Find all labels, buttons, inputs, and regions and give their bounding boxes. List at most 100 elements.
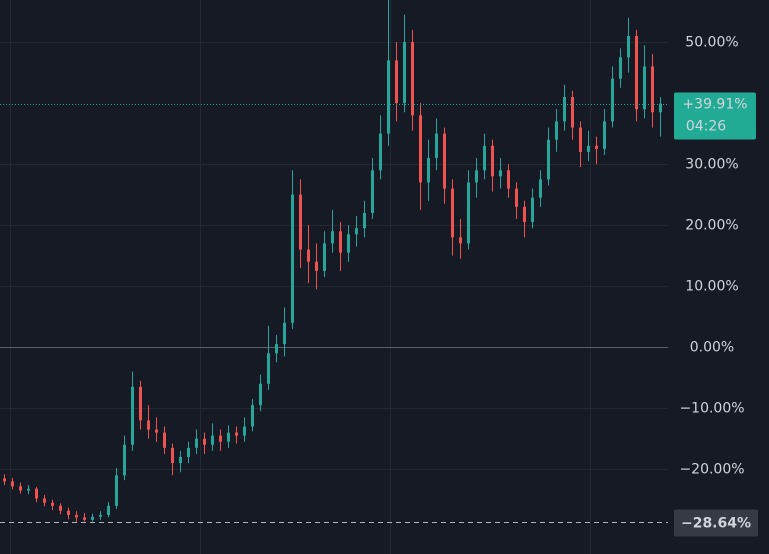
candle-body bbox=[275, 344, 278, 354]
candle-body bbox=[227, 432, 230, 442]
candle-body bbox=[299, 194, 302, 250]
candle-body bbox=[491, 145, 494, 177]
candle-body bbox=[51, 502, 54, 506]
y-tick-label: 0.00% bbox=[690, 340, 734, 356]
candle-body bbox=[507, 170, 510, 189]
candle-body bbox=[315, 261, 318, 271]
candle-body bbox=[627, 35, 630, 58]
candle-body bbox=[155, 429, 158, 433]
candle-body bbox=[523, 206, 526, 223]
candle-body bbox=[611, 78, 614, 122]
candle-body bbox=[187, 447, 190, 457]
candle-body bbox=[459, 237, 462, 244]
candle-body bbox=[19, 486, 22, 491]
candle-body bbox=[139, 386, 142, 421]
candle-body bbox=[603, 121, 606, 149]
candle-body bbox=[531, 197, 534, 223]
candle-body bbox=[131, 386, 134, 445]
candle-body bbox=[195, 438, 198, 448]
candle-body bbox=[371, 170, 374, 213]
candle-body bbox=[635, 35, 638, 110]
candle-body bbox=[323, 243, 326, 271]
candle-body bbox=[539, 179, 542, 198]
candle-body bbox=[595, 145, 598, 149]
y-tick-label: 20.00% bbox=[685, 218, 738, 234]
candle-body bbox=[35, 488, 38, 499]
candle-body bbox=[67, 510, 70, 515]
candle-body bbox=[483, 145, 486, 171]
candle-body bbox=[395, 60, 398, 104]
candle-body bbox=[443, 133, 446, 189]
candle-body bbox=[547, 139, 550, 180]
candle-body bbox=[251, 405, 254, 427]
candle-body bbox=[659, 103, 662, 113]
candle-body bbox=[587, 145, 590, 152]
candle-body bbox=[451, 188, 454, 238]
candle-body bbox=[219, 435, 222, 442]
countdown: 04:26 bbox=[686, 119, 726, 135]
candle-body bbox=[339, 231, 342, 253]
candle-body bbox=[43, 498, 46, 503]
candle-body bbox=[267, 353, 270, 384]
candle-body bbox=[403, 42, 406, 104]
candle-body bbox=[555, 121, 558, 140]
low-label: −28.64% bbox=[681, 516, 751, 532]
candle-body bbox=[379, 133, 382, 171]
grid bbox=[0, 42, 668, 470]
candle-body bbox=[83, 517, 86, 520]
last-price-label: +39.91% bbox=[682, 97, 747, 113]
candle-body bbox=[291, 194, 294, 323]
candle-body bbox=[259, 383, 262, 406]
candle-body bbox=[355, 228, 358, 235]
candle-body bbox=[283, 322, 286, 345]
candle-body bbox=[179, 456, 182, 464]
candle-body bbox=[467, 182, 470, 244]
candle-body bbox=[115, 475, 118, 506]
candle-body bbox=[147, 420, 150, 430]
candle-body bbox=[107, 505, 110, 515]
candle-body bbox=[347, 234, 350, 253]
candle-body bbox=[243, 426, 246, 436]
candle-body bbox=[11, 481, 14, 487]
candles bbox=[3, 0, 662, 522]
candle-body bbox=[419, 115, 422, 183]
candle-body bbox=[91, 516, 94, 520]
candle-body bbox=[363, 212, 366, 229]
y-tick-label: −10.00% bbox=[679, 401, 744, 417]
y-tick-label: 10.00% bbox=[685, 279, 738, 295]
y-tick-label: 30.00% bbox=[685, 157, 738, 173]
candle-body bbox=[75, 514, 78, 518]
candle-body bbox=[211, 435, 214, 445]
candle-body bbox=[427, 158, 430, 183]
candle-body bbox=[475, 170, 478, 183]
candle-body bbox=[3, 478, 6, 482]
candle-body bbox=[59, 505, 62, 511]
candle-body bbox=[435, 133, 438, 159]
candle-body bbox=[651, 66, 654, 113]
candle-body bbox=[171, 447, 174, 464]
candle-body bbox=[307, 249, 310, 262]
candle-body bbox=[27, 488, 30, 491]
candle-body bbox=[515, 188, 518, 207]
candle-body bbox=[563, 97, 566, 122]
candle-body bbox=[643, 66, 646, 110]
low-label-box bbox=[674, 509, 758, 537]
y-tick-label: 50.00% bbox=[685, 35, 738, 51]
y-tick-label: −20.00% bbox=[679, 462, 744, 478]
candle-body bbox=[571, 97, 574, 128]
candle-body bbox=[99, 514, 102, 517]
candle-body bbox=[411, 42, 414, 116]
vertical-grid bbox=[10, 0, 591, 554]
candle-body bbox=[579, 127, 582, 152]
candle-body bbox=[331, 231, 334, 244]
candle-body bbox=[619, 57, 622, 79]
candle-body bbox=[499, 170, 502, 177]
last-price-box bbox=[674, 92, 756, 140]
candle-body bbox=[387, 60, 390, 134]
candle-body bbox=[123, 444, 126, 476]
candle-body bbox=[163, 432, 166, 448]
candle-body bbox=[203, 438, 206, 445]
candle-body bbox=[235, 432, 238, 436]
